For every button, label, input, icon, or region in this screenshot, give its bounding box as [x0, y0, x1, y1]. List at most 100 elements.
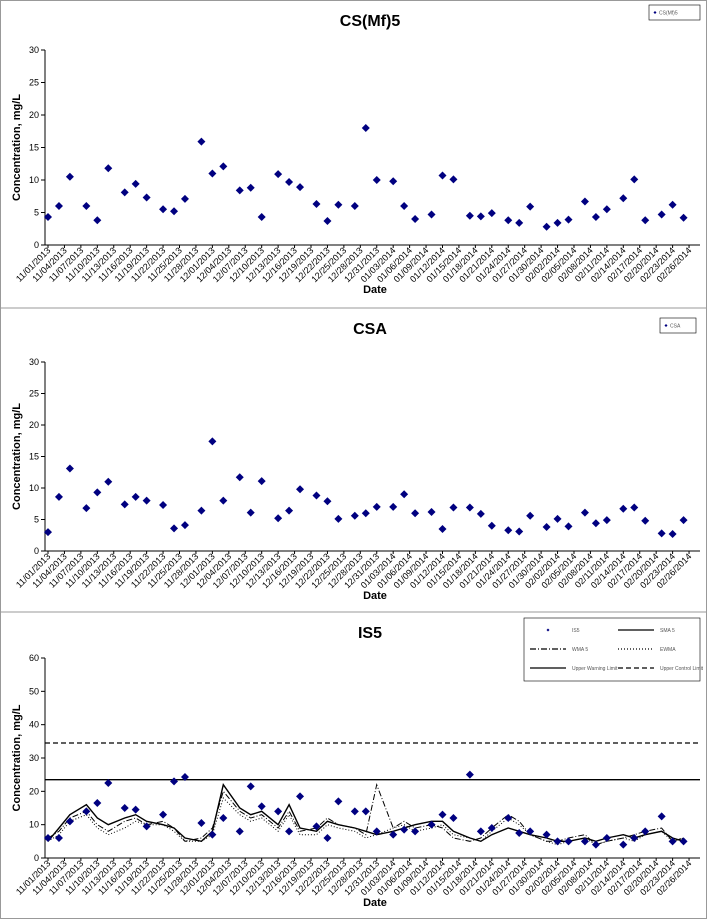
- y-tick-label: 10: [29, 175, 39, 185]
- data-point: [400, 825, 409, 834]
- data-point: [274, 514, 283, 523]
- data-point: [54, 492, 63, 501]
- y-tick-label: 20: [29, 786, 39, 796]
- legend-marker: [664, 324, 668, 327]
- data-point: [361, 124, 370, 132]
- data-point: [159, 810, 168, 819]
- data-point: [142, 193, 151, 202]
- data-point: [334, 200, 343, 209]
- data-point: [400, 490, 409, 499]
- data-point: [619, 194, 628, 203]
- data-point: [93, 216, 102, 225]
- y-tick-label: 15: [29, 452, 39, 462]
- data-point: [180, 773, 189, 781]
- data-point: [679, 213, 688, 222]
- data-point: [668, 837, 677, 846]
- data-point: [438, 171, 447, 180]
- x-axis-title: Date: [363, 897, 387, 909]
- data-point: [274, 807, 283, 816]
- data-point: [526, 827, 535, 836]
- y-tick-label: 25: [29, 389, 39, 399]
- data-point: [197, 137, 206, 146]
- data-point: [44, 213, 52, 222]
- data-point: [197, 819, 206, 827]
- data-point: [323, 834, 332, 842]
- data-point: [219, 814, 228, 822]
- data-point: [334, 797, 343, 806]
- y-tick-label: 30: [29, 357, 39, 367]
- data-point: [668, 200, 677, 209]
- data-point: [54, 202, 63, 210]
- y-tick-label: 50: [29, 686, 39, 696]
- data-point: [389, 830, 398, 839]
- data-point: [120, 500, 129, 509]
- data-point: [361, 509, 370, 518]
- data-point: [487, 521, 496, 530]
- data-point: [296, 183, 305, 192]
- data-point: [553, 514, 562, 523]
- y-tick-label: 30: [29, 753, 39, 763]
- data-point: [257, 213, 266, 222]
- data-point: [504, 814, 513, 822]
- data-point: [553, 218, 562, 227]
- data-point: [449, 503, 458, 512]
- data-point: [82, 807, 91, 816]
- data-point: [591, 840, 600, 849]
- data-point: [120, 188, 129, 197]
- data-point: [515, 829, 524, 837]
- data-point: [170, 777, 179, 786]
- data-point: [170, 207, 179, 216]
- data-point: [476, 509, 485, 518]
- data-point: [564, 215, 573, 224]
- data-point: [257, 802, 266, 811]
- data-point: [487, 209, 496, 218]
- data-point: [411, 827, 420, 836]
- data-point: [82, 504, 91, 513]
- data-point: [104, 477, 113, 486]
- data-point: [389, 502, 398, 511]
- data-point: [630, 834, 639, 842]
- data-point: [465, 503, 474, 512]
- data-point: [219, 162, 228, 171]
- y-tick-label: 40: [29, 720, 39, 730]
- data-point: [504, 216, 513, 225]
- y-tick-label: 30: [29, 45, 39, 55]
- data-point: [159, 501, 168, 510]
- legend-label: CS(Mf)5: [659, 11, 678, 17]
- data-point: [93, 488, 102, 497]
- data-point: [296, 792, 305, 801]
- data-point: [350, 202, 359, 210]
- data-point: [142, 496, 151, 505]
- data-point: [235, 827, 244, 836]
- data-point: [246, 782, 255, 791]
- y-tick-label: 0: [34, 546, 39, 556]
- data-point: [246, 183, 255, 192]
- legend-label: SMA 5: [660, 628, 675, 634]
- data-point: [180, 521, 189, 530]
- data-point: [465, 211, 474, 220]
- data-point: [630, 503, 639, 512]
- data-point: [553, 837, 562, 846]
- data-point: [542, 830, 551, 839]
- y-axis-title: Concentration, mg/L: [11, 704, 23, 811]
- data-point: [235, 186, 244, 195]
- data-point: [580, 837, 589, 846]
- legend-label: WMA 5: [572, 647, 588, 653]
- data-point: [54, 834, 63, 842]
- y-axis-title: Concentration, mg/L: [11, 94, 23, 201]
- data-point: [641, 216, 650, 225]
- data-point: [159, 205, 168, 214]
- data-point: [487, 824, 496, 832]
- y-tick-label: 15: [29, 143, 39, 153]
- data-point: [219, 496, 228, 505]
- data-point: [657, 812, 666, 821]
- data-point: [526, 202, 535, 211]
- y-tick-label: 5: [34, 208, 39, 218]
- data-point: [372, 176, 381, 184]
- data-point: [44, 834, 52, 842]
- data-point: [449, 814, 458, 822]
- y-tick-label: 25: [29, 78, 39, 88]
- y-axis-title: Concentration, mg/L: [11, 403, 23, 510]
- data-point: [82, 202, 91, 210]
